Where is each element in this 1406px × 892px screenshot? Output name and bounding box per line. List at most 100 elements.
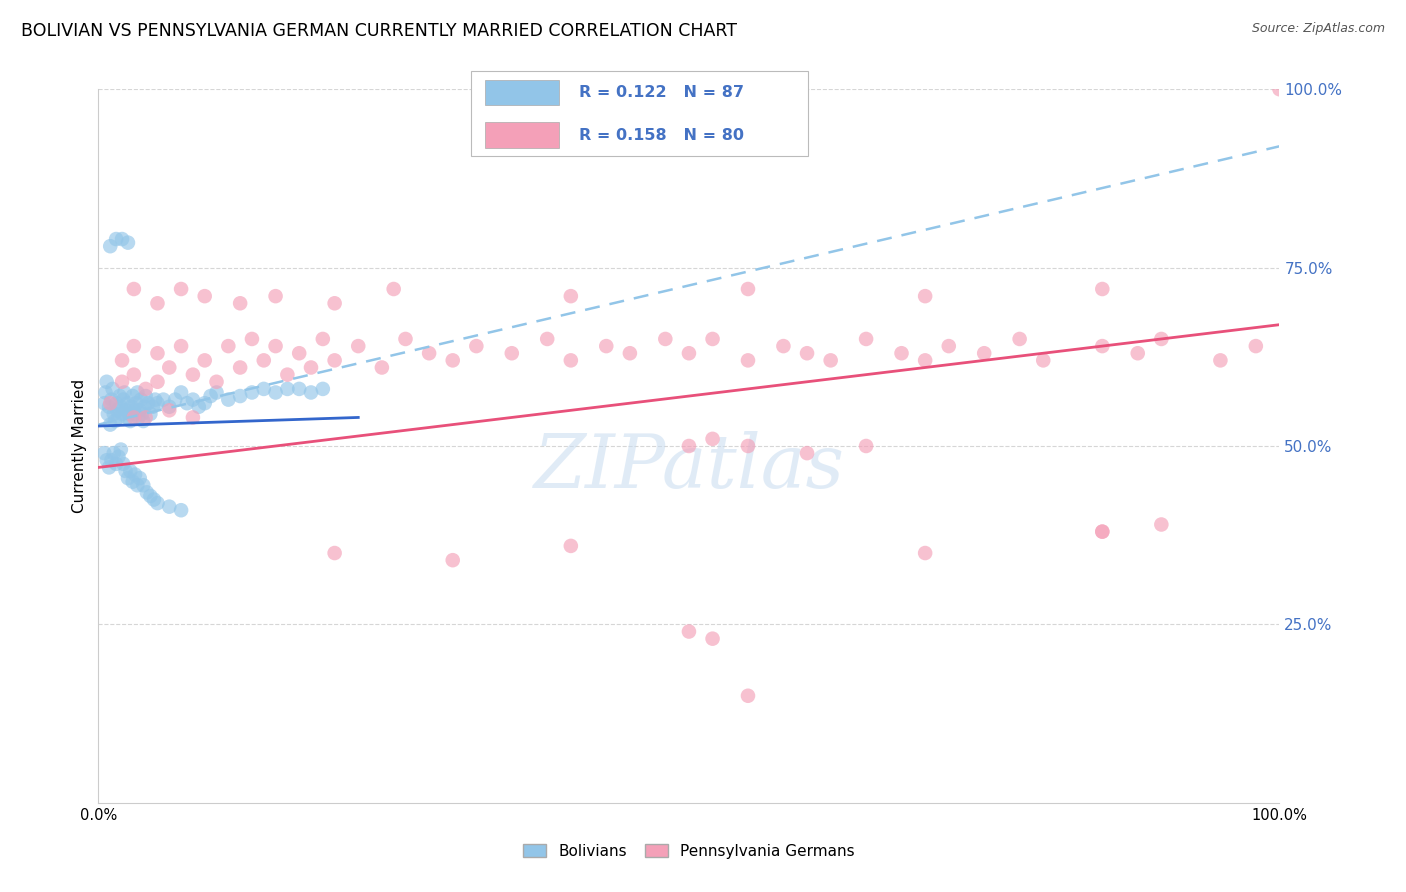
Point bbox=[165, 392, 187, 407]
Point bbox=[143, 392, 166, 407]
Legend: Bolivians, Pennsylvania Germans: Bolivians, Pennsylvania Germans bbox=[516, 836, 862, 866]
Point bbox=[394, 332, 416, 346]
Point bbox=[112, 457, 135, 471]
Point bbox=[200, 389, 222, 403]
Point bbox=[98, 239, 121, 253]
Point bbox=[619, 346, 641, 360]
Point bbox=[323, 353, 346, 368]
Point bbox=[194, 289, 217, 303]
Point bbox=[654, 332, 676, 346]
Point bbox=[890, 346, 912, 360]
Point bbox=[501, 346, 523, 360]
Point bbox=[253, 353, 276, 368]
Point bbox=[152, 392, 174, 407]
Point bbox=[536, 332, 558, 346]
Point bbox=[205, 385, 228, 400]
Point bbox=[120, 414, 142, 428]
Point bbox=[139, 489, 162, 503]
Point bbox=[110, 400, 132, 414]
Point bbox=[111, 407, 134, 421]
Point bbox=[229, 389, 252, 403]
Point bbox=[323, 296, 346, 310]
Point bbox=[104, 414, 127, 428]
Point bbox=[112, 385, 135, 400]
Point bbox=[194, 396, 217, 410]
Point bbox=[157, 400, 180, 414]
Point bbox=[121, 475, 143, 489]
Point bbox=[114, 464, 136, 478]
Point bbox=[276, 382, 298, 396]
Point bbox=[418, 346, 440, 360]
Point bbox=[560, 353, 582, 368]
Point bbox=[312, 332, 335, 346]
Point bbox=[288, 382, 311, 396]
Point bbox=[595, 339, 617, 353]
Point bbox=[124, 467, 146, 482]
Point bbox=[117, 396, 139, 410]
Point bbox=[96, 453, 118, 467]
Point bbox=[122, 410, 145, 425]
Text: R = 0.122   N = 87: R = 0.122 N = 87 bbox=[579, 86, 744, 101]
Point bbox=[139, 407, 162, 421]
Point bbox=[678, 624, 700, 639]
Point bbox=[110, 442, 132, 457]
Point bbox=[134, 400, 156, 414]
Point bbox=[465, 339, 488, 353]
Point bbox=[103, 446, 125, 460]
Point bbox=[124, 407, 146, 421]
Point bbox=[678, 439, 700, 453]
Point bbox=[253, 382, 276, 396]
Point bbox=[772, 339, 794, 353]
Point bbox=[796, 346, 818, 360]
Point bbox=[288, 346, 311, 360]
Point bbox=[737, 689, 759, 703]
Point bbox=[217, 392, 239, 407]
Point bbox=[170, 385, 193, 400]
Point bbox=[142, 492, 165, 507]
Point bbox=[938, 339, 960, 353]
Point bbox=[560, 539, 582, 553]
Point bbox=[117, 235, 139, 250]
Point bbox=[187, 400, 209, 414]
Point bbox=[312, 382, 335, 396]
Point bbox=[98, 400, 121, 414]
Point bbox=[120, 464, 142, 478]
Point bbox=[135, 485, 157, 500]
Point bbox=[299, 360, 322, 375]
Point bbox=[132, 414, 155, 428]
Point bbox=[276, 368, 298, 382]
Point bbox=[176, 396, 198, 410]
Point bbox=[702, 332, 724, 346]
Point bbox=[157, 360, 180, 375]
Point bbox=[128, 403, 150, 417]
Point bbox=[1032, 353, 1054, 368]
Point bbox=[678, 346, 700, 360]
Point bbox=[264, 289, 287, 303]
Point bbox=[135, 389, 157, 403]
Point bbox=[382, 282, 405, 296]
Point bbox=[855, 332, 877, 346]
Point bbox=[127, 478, 149, 492]
Point bbox=[93, 446, 115, 460]
Point bbox=[1091, 339, 1114, 353]
Point bbox=[100, 453, 122, 467]
Point bbox=[135, 382, 157, 396]
Text: R = 0.158   N = 80: R = 0.158 N = 80 bbox=[579, 128, 744, 143]
Point bbox=[560, 289, 582, 303]
Point bbox=[100, 392, 122, 407]
Point bbox=[96, 375, 118, 389]
Point bbox=[1150, 332, 1173, 346]
Point bbox=[122, 282, 145, 296]
Point bbox=[820, 353, 842, 368]
Point bbox=[1126, 346, 1149, 360]
Point bbox=[702, 632, 724, 646]
Point bbox=[146, 296, 169, 310]
FancyBboxPatch shape bbox=[485, 122, 558, 147]
Point bbox=[98, 396, 121, 410]
Point bbox=[98, 417, 121, 432]
Point bbox=[181, 368, 204, 382]
Point bbox=[115, 410, 138, 425]
Point bbox=[146, 396, 169, 410]
Point bbox=[97, 407, 120, 421]
Point bbox=[1091, 282, 1114, 296]
